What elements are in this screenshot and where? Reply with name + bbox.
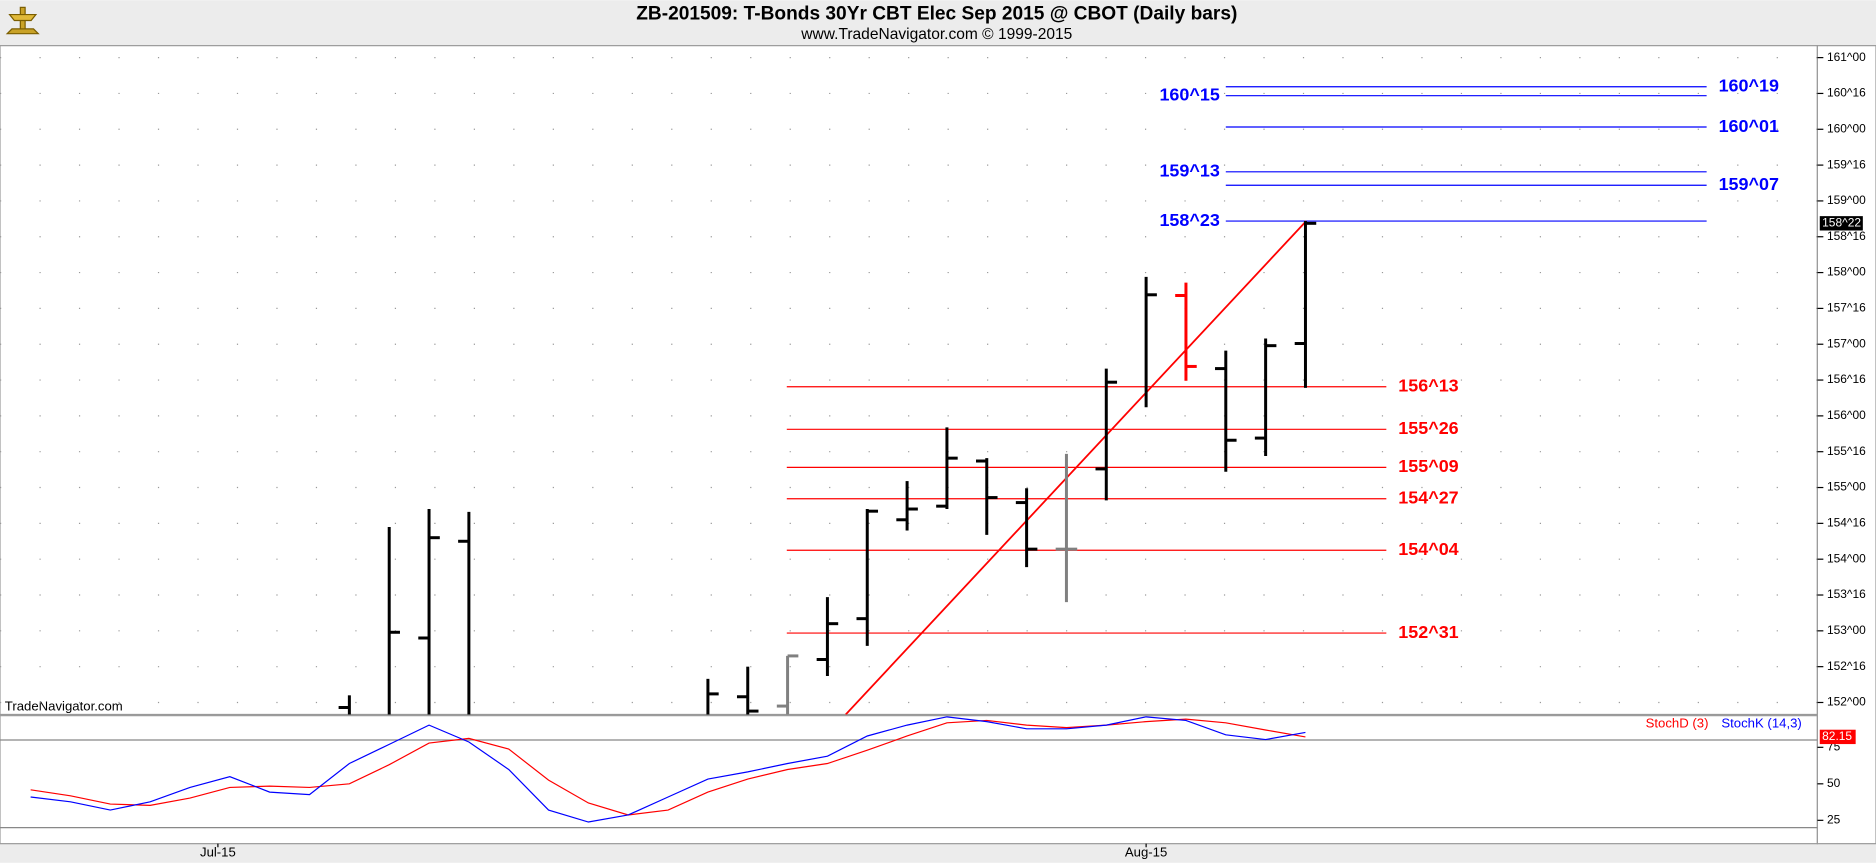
level-label: 155^26: [1398, 418, 1458, 438]
y-tick-label: 153^16: [1827, 587, 1866, 601]
y-tick-label: 152^00: [1827, 695, 1866, 709]
y-tick-label: 155^00: [1827, 480, 1866, 494]
logo: [5, 6, 40, 35]
y-tick-label: 160^16: [1827, 86, 1866, 100]
overlay: 161^00160^16160^00159^16159^00158^16158^…: [200, 50, 1866, 860]
level-label: 160^19: [1719, 75, 1779, 95]
stoch-line: [30, 716, 1306, 823]
stoch-plot: [0, 716, 1818, 829]
x-tick-label: Aug-15: [1125, 845, 1167, 860]
level-label: 154^27: [1398, 487, 1458, 507]
level-label: 154^04: [1398, 539, 1458, 559]
y-tick-label: 153^00: [1827, 623, 1866, 637]
level-label: 155^09: [1398, 456, 1458, 476]
last-price-box: [1819, 216, 1863, 231]
y-tick-label: 156^16: [1827, 372, 1866, 386]
price-plot: [0, 57, 1818, 715]
y-tick-label: 159^00: [1827, 193, 1866, 207]
y-tick-label: 156^00: [1827, 408, 1866, 422]
last-price-label: 158^22: [1822, 215, 1861, 229]
level-label: 160^15: [1159, 84, 1219, 104]
price-axis-area: [1816, 45, 1876, 845]
y-tick-label: 25: [1827, 812, 1841, 826]
chart-title: ZB-201509: T-Bonds 30Yr CBT Elec Sep 201…: [636, 4, 1237, 25]
y-tick-label: 158^16: [1827, 229, 1866, 243]
level-label: 159^07: [1719, 174, 1779, 194]
level-label: 152^31: [1398, 622, 1458, 642]
level-label: 158^23: [1159, 210, 1219, 230]
y-tick-label: 154^16: [1827, 516, 1866, 530]
y-tick-label: 161^00: [1827, 50, 1866, 64]
y-tick-label: 157^16: [1827, 301, 1866, 315]
y-tick-label: 50: [1827, 776, 1841, 790]
y-tick-label: 160^00: [1827, 121, 1866, 135]
y-tick-label: 155^16: [1827, 444, 1866, 458]
y-tick-label: 159^16: [1827, 157, 1866, 171]
chart-subtitle: www.TradeNavigator.com © 1999-2015: [800, 26, 1072, 43]
watermark: TradeNavigator.com: [5, 699, 123, 714]
x-tick-label: Jul-15: [200, 845, 236, 860]
level-label: 156^13: [1398, 376, 1458, 396]
y-tick-label: 152^16: [1827, 659, 1866, 673]
last-value-label: 82.15: [1822, 729, 1852, 743]
trend-line: [845, 220, 1307, 715]
legend-entry: StochD (3): [1646, 715, 1709, 730]
y-tick-label: 154^00: [1827, 551, 1866, 565]
y-tick-label: 157^00: [1827, 336, 1866, 350]
y-tick-label: 158^00: [1827, 265, 1866, 279]
level-label: 159^13: [1159, 161, 1219, 181]
level-label: 160^01: [1719, 116, 1779, 136]
legend-entry: StochK (14,3): [1721, 715, 1801, 730]
last-value-box: [1819, 729, 1856, 745]
